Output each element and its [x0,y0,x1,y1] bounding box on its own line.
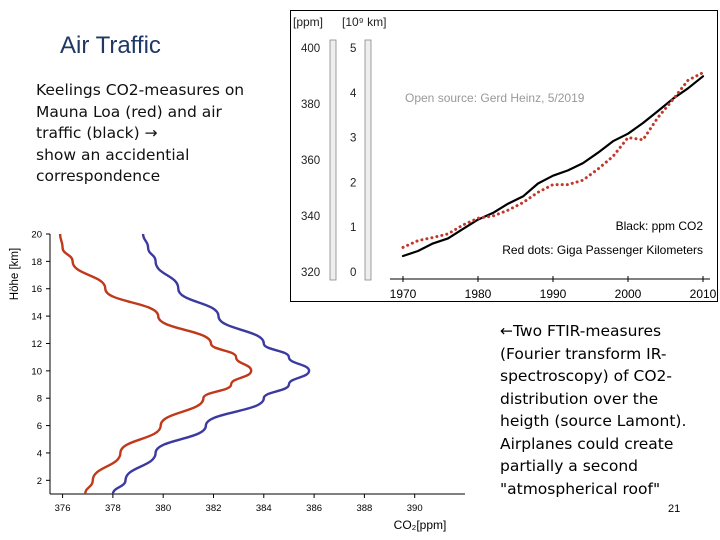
x-axis-tick-label: 388 [356,503,372,514]
intro-line: show an accidential [36,145,190,164]
y-axis-label: Höhe [km] [9,248,21,300]
x-axis-tick-label: 2010 [690,287,717,301]
y-axis-tick-label: 10 [31,366,42,377]
right-axis-tick-label: 3 [350,133,356,145]
intro-line: traffic (black) → [36,124,158,142]
note-line: heigth (source Lamont). [500,412,687,430]
y-axis-tick-label: 2 [37,476,42,487]
intro-line: Keelings CO2-measures on [36,81,245,99]
x-axis-label: CO₂[ppm] [394,518,447,532]
x-axis-tick-label: 380 [155,503,171,514]
chart1-frame [290,10,718,302]
right-axis-tick-label: 4 [350,88,357,100]
right-axis-tick-label: 2 [350,177,356,189]
page-number: 21 [668,503,681,515]
right-axis-tick-label: 1 [350,222,356,234]
x-axis-tick-label: 376 [55,503,71,514]
right-axis-bar [364,39,372,281]
left-axis-tick-label: 360 [301,155,320,167]
y-axis-tick-label: 8 [37,394,42,405]
intro-line: correspondence [36,167,161,185]
note-line: ←Two FTIR-measures [500,322,662,340]
air-traffic-line [401,71,705,249]
x-axis-tick-label: 384 [256,503,272,514]
y-axis-tick-label: 18 [31,257,42,268]
note-line: partially a second [500,457,639,475]
y-axis-tick-label: 6 [37,421,42,432]
left-axis-unit-label: [ppm] [293,15,323,29]
co2-height-profile-chart: 2 4 6 8 10 12 14 16 18 20 376 378 380 382 384 386 388 390… [9,230,465,532]
note-line: Airplanes could create [500,434,674,453]
x-axis-tick-label: 378 [105,503,121,514]
right-axis-tick-label: 5 [350,43,356,55]
left-axis-tick-label: 340 [301,211,320,223]
left-axis-tick-label: 320 [301,267,320,279]
ftir-note: ←Two FTIR-measures (Fourier transform IR… [500,320,715,500]
legend-black: Black: ppm CO2 [616,219,704,233]
y-axis-tick-label: 4 [37,448,42,459]
note-line: distribution over the [500,389,659,408]
y-axis-tick-label: 12 [31,339,42,350]
co2-air-traffic-chart: [ppm] [10⁹ km] 320 340 360 380 400 0 1 2 3 4 5 1970 19… [290,10,718,302]
intro-line: Mauna Loa (red) and air [36,102,222,121]
x-axis-tick-label: 382 [206,503,222,514]
profile-line-blue [111,233,311,495]
x-axis-tick-label: 1970 [390,287,417,301]
left-axis-bar [329,39,337,281]
slide-title: Air Traffic [60,32,161,59]
y-axis-tick-label: 14 [31,312,42,323]
left-axis-tick-label: 380 [301,99,320,111]
x-axis-tick-label: 2000 [615,287,642,301]
y-axis-tick-label: 16 [31,284,42,295]
legend-red: Red dots: Giga Passenger Kilometers [502,243,703,257]
note-line: "atmospherical roof" [500,479,661,498]
x-axis-tick-label: 386 [306,503,322,514]
source-annotation: Open source: Gerd Heinz, 5/2019 [405,91,585,105]
left-axis-tick-label: 400 [301,43,320,55]
x-axis-tick-label: 390 [407,503,423,514]
y-axis-tick-label: 20 [31,230,42,241]
note-line: spectroscopy) of CO2- [500,367,672,385]
right-axis-tick-label: 0 [350,267,356,279]
co2-line [401,75,705,258]
intro-text: Keelings CO2-measures on Mauna Loa (red)… [36,80,276,188]
x-axis-tick-label: 1980 [465,287,492,301]
profile-line-red [58,233,253,495]
note-line: (Fourier transform IR- [500,344,667,363]
x-axis-tick-label: 1990 [540,287,567,301]
right-axis-unit-label: [10⁹ km] [342,15,386,29]
